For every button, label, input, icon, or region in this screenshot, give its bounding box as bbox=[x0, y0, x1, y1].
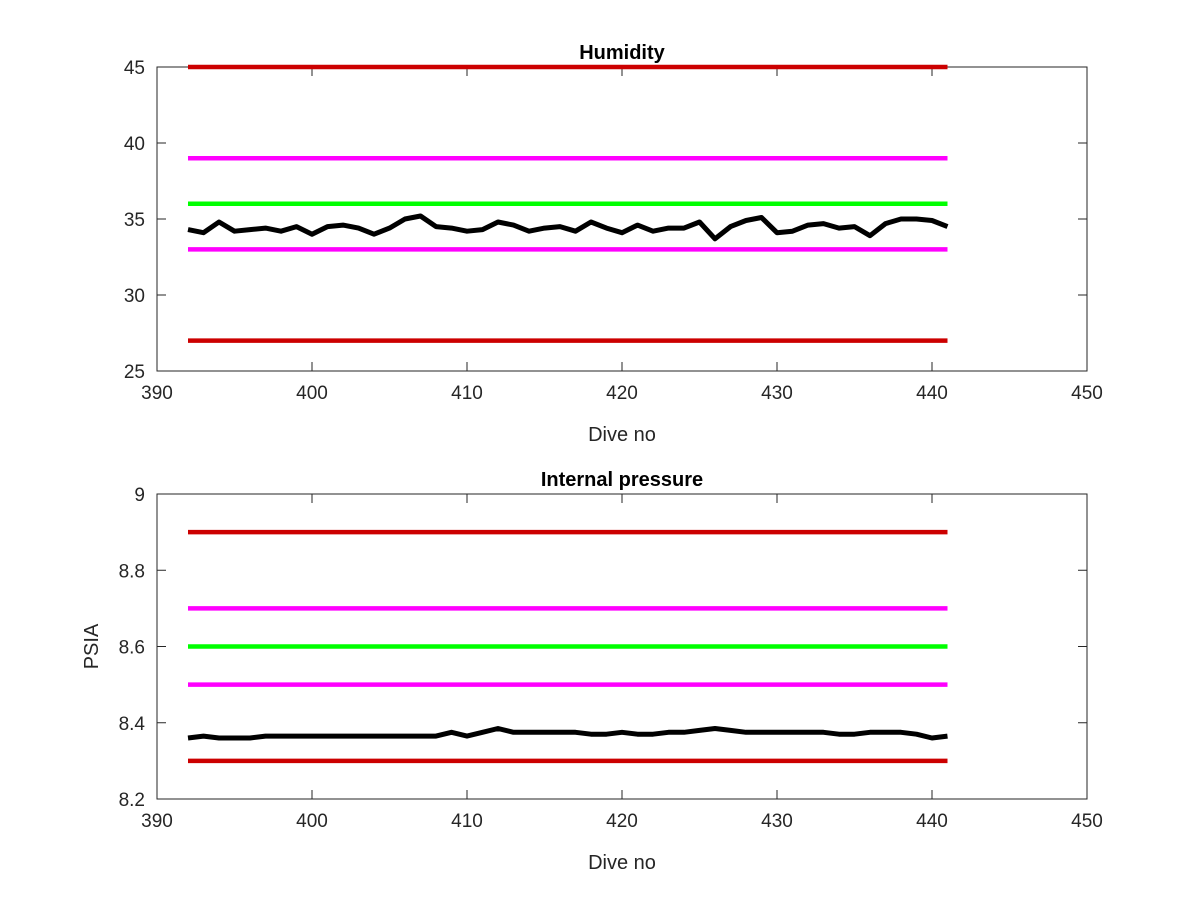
humidity-chart: 390 400 410 420 430 440 450 25 30 35 40 45 Humidity D… bbox=[124, 42, 1103, 446]
x-tick-label: 390 bbox=[141, 811, 173, 832]
x-tick-label: 400 bbox=[296, 811, 328, 832]
y-tick-label: 8.2 bbox=[119, 790, 145, 811]
y-tick-label: 40 bbox=[124, 134, 145, 155]
x-tick-label: 410 bbox=[451, 383, 483, 404]
y-tick-label: 8.8 bbox=[119, 561, 145, 582]
data-series-line bbox=[187, 213, 949, 242]
y-axis-label: PSIA bbox=[81, 623, 103, 669]
x-tick-label: 410 bbox=[451, 811, 483, 832]
y-tick-label: 35 bbox=[124, 210, 145, 231]
y-tick-label: 8.6 bbox=[119, 638, 145, 659]
x-tick-label: 420 bbox=[606, 811, 638, 832]
x-tick-label: 430 bbox=[761, 811, 793, 832]
x-tick-label: 390 bbox=[141, 383, 173, 404]
y-tick-label: 30 bbox=[124, 286, 145, 307]
internal-pressure-chart: 390 400 410 420 430 440 450 8.2 8.4 8.6 8.8 9 Intern… bbox=[81, 469, 1103, 874]
chart-title: Internal pressure bbox=[541, 469, 703, 491]
x-tick-label: 450 bbox=[1071, 811, 1103, 832]
y-tick-label: 25 bbox=[124, 362, 145, 383]
x-tick-label: 430 bbox=[761, 383, 793, 404]
x-axis-label: Dive no bbox=[588, 852, 656, 874]
x-tick-label: 450 bbox=[1071, 383, 1103, 404]
x-tick-label: 400 bbox=[296, 383, 328, 404]
y-tick-label: 9 bbox=[134, 485, 145, 506]
x-axis-label: Dive no bbox=[588, 424, 656, 446]
x-tick-label: 440 bbox=[916, 383, 948, 404]
data-series-line bbox=[187, 726, 948, 741]
y-tick-label: 45 bbox=[124, 58, 145, 79]
x-tick-label: 420 bbox=[606, 383, 638, 404]
y-tick-label: 8.4 bbox=[119, 714, 146, 735]
plot-area bbox=[156, 66, 1088, 372]
chart-title: Humidity bbox=[579, 42, 665, 64]
x-tick-label: 440 bbox=[916, 811, 948, 832]
